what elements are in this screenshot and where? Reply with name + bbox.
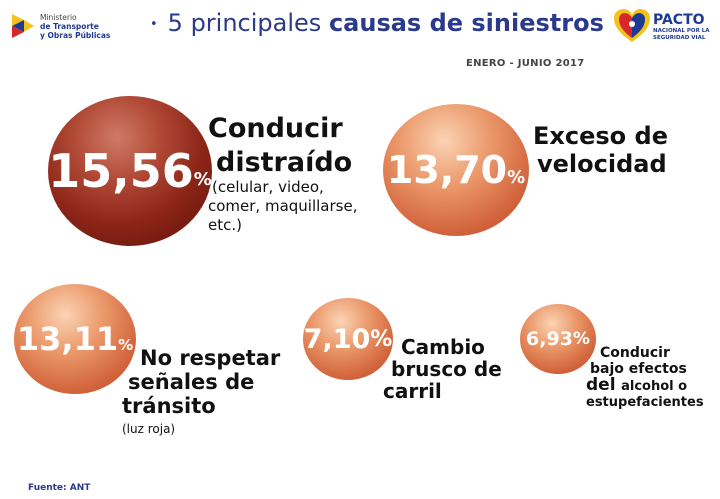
cause-1-detail-line-2: comer, maquillarse, bbox=[208, 197, 358, 215]
cause-5-label: Conducir bajo efectos bbox=[586, 345, 687, 377]
cause-1-detail-line-3: etc.) bbox=[208, 216, 242, 234]
cause-5-label-line-2: bajo efectos bbox=[590, 361, 687, 377]
cause-5-label-line-3a: del bbox=[586, 375, 616, 395]
cause-3-percent: % bbox=[118, 336, 134, 354]
source-note: Fuente: ANT bbox=[28, 483, 91, 493]
cause-4-value: 7,10 bbox=[303, 323, 371, 355]
ministry-line-3: y Obras Públicas bbox=[40, 31, 111, 40]
cause-3-label-line-1: No respetar bbox=[140, 346, 281, 370]
cause-1-label-line-1: Conducir bbox=[208, 113, 343, 144]
cause-2-label: Exceso de velocidad bbox=[533, 122, 668, 178]
cause-3-label-line-2: señales de bbox=[128, 370, 255, 394]
pacto-subtitle: NACIONAL POR LA SEGURIDAD VIAL bbox=[653, 28, 710, 41]
cause-3-circle: 13,11% bbox=[14, 284, 136, 394]
cause-1-label: Conducir distraído bbox=[208, 112, 352, 180]
cause-2-value: 13,70 bbox=[386, 148, 508, 192]
cause-5-value: 6,93 bbox=[526, 328, 573, 350]
ministry-logo: Ministerio de Transporte y Obras Pública… bbox=[10, 10, 120, 44]
pacto-logo: PACTO NACIONAL POR LA SEGURIDAD VIAL bbox=[613, 8, 713, 46]
cause-1-value: 15,56 bbox=[48, 144, 194, 198]
pacto-heart-icon bbox=[614, 9, 650, 42]
cause-2-label-line-2: velocidad bbox=[537, 150, 667, 178]
ministry-line-2: de Transporte bbox=[40, 22, 99, 31]
cause-3-value: 13,11 bbox=[16, 320, 119, 358]
title-normal: 5 principales bbox=[167, 9, 322, 37]
title-bold: causas de siniestros bbox=[328, 9, 604, 37]
cause-2-percent: % bbox=[507, 166, 526, 188]
cause-2-circle: 13,70% bbox=[383, 104, 529, 236]
cause-3-label-line-3: tránsito bbox=[122, 394, 216, 418]
cause-5-label-line-4: estupefacientes bbox=[586, 395, 704, 410]
ministry-emblem-icon bbox=[12, 14, 34, 38]
cause-2-label-line-1: Exceso de bbox=[533, 122, 668, 150]
cause-4-label: Cambio brusco de carril bbox=[383, 336, 502, 402]
cause-1-detail-line-1: (celular, video, bbox=[212, 178, 324, 196]
cause-1-detail: (celular, video, comer, maquillarse, etc… bbox=[208, 178, 357, 235]
bullet-icon: • bbox=[150, 16, 158, 32]
cause-3-detail: (luz roja) bbox=[122, 422, 176, 436]
ministry-name: Ministerio de Transporte y Obras Pública… bbox=[40, 13, 110, 40]
cause-1-label-line-2: distraído bbox=[216, 147, 353, 178]
cause-5-percent: % bbox=[572, 329, 590, 349]
cause-3-label: No respetar señales de tránsito bbox=[122, 346, 280, 418]
cause-1-circle: 15,56% bbox=[48, 96, 212, 246]
cause-4-label-line-2: brusco de bbox=[391, 357, 502, 381]
cause-4-label-line-1: Cambio bbox=[401, 335, 485, 359]
cause-5-label-line-3b: alcohol o bbox=[621, 379, 688, 394]
cause-4-label-line-3: carril bbox=[383, 379, 442, 403]
cause-4-circle: 7,10% bbox=[303, 298, 393, 380]
cause-4-percent: % bbox=[370, 326, 393, 352]
cause-5-circle: 6,93% bbox=[520, 304, 596, 374]
cause-1-percent: % bbox=[193, 168, 212, 190]
page-title: • 5 principales causas de siniestros bbox=[150, 9, 604, 37]
pacto-title: PACTO bbox=[653, 12, 705, 28]
period-label: ENERO - JUNIO 2017 bbox=[466, 58, 585, 69]
cause-5-label-cont: del alcohol o bbox=[586, 377, 687, 395]
ministry-line-1: Ministerio bbox=[40, 13, 77, 22]
cause-5-label-line-1: Conducir bbox=[600, 345, 670, 361]
